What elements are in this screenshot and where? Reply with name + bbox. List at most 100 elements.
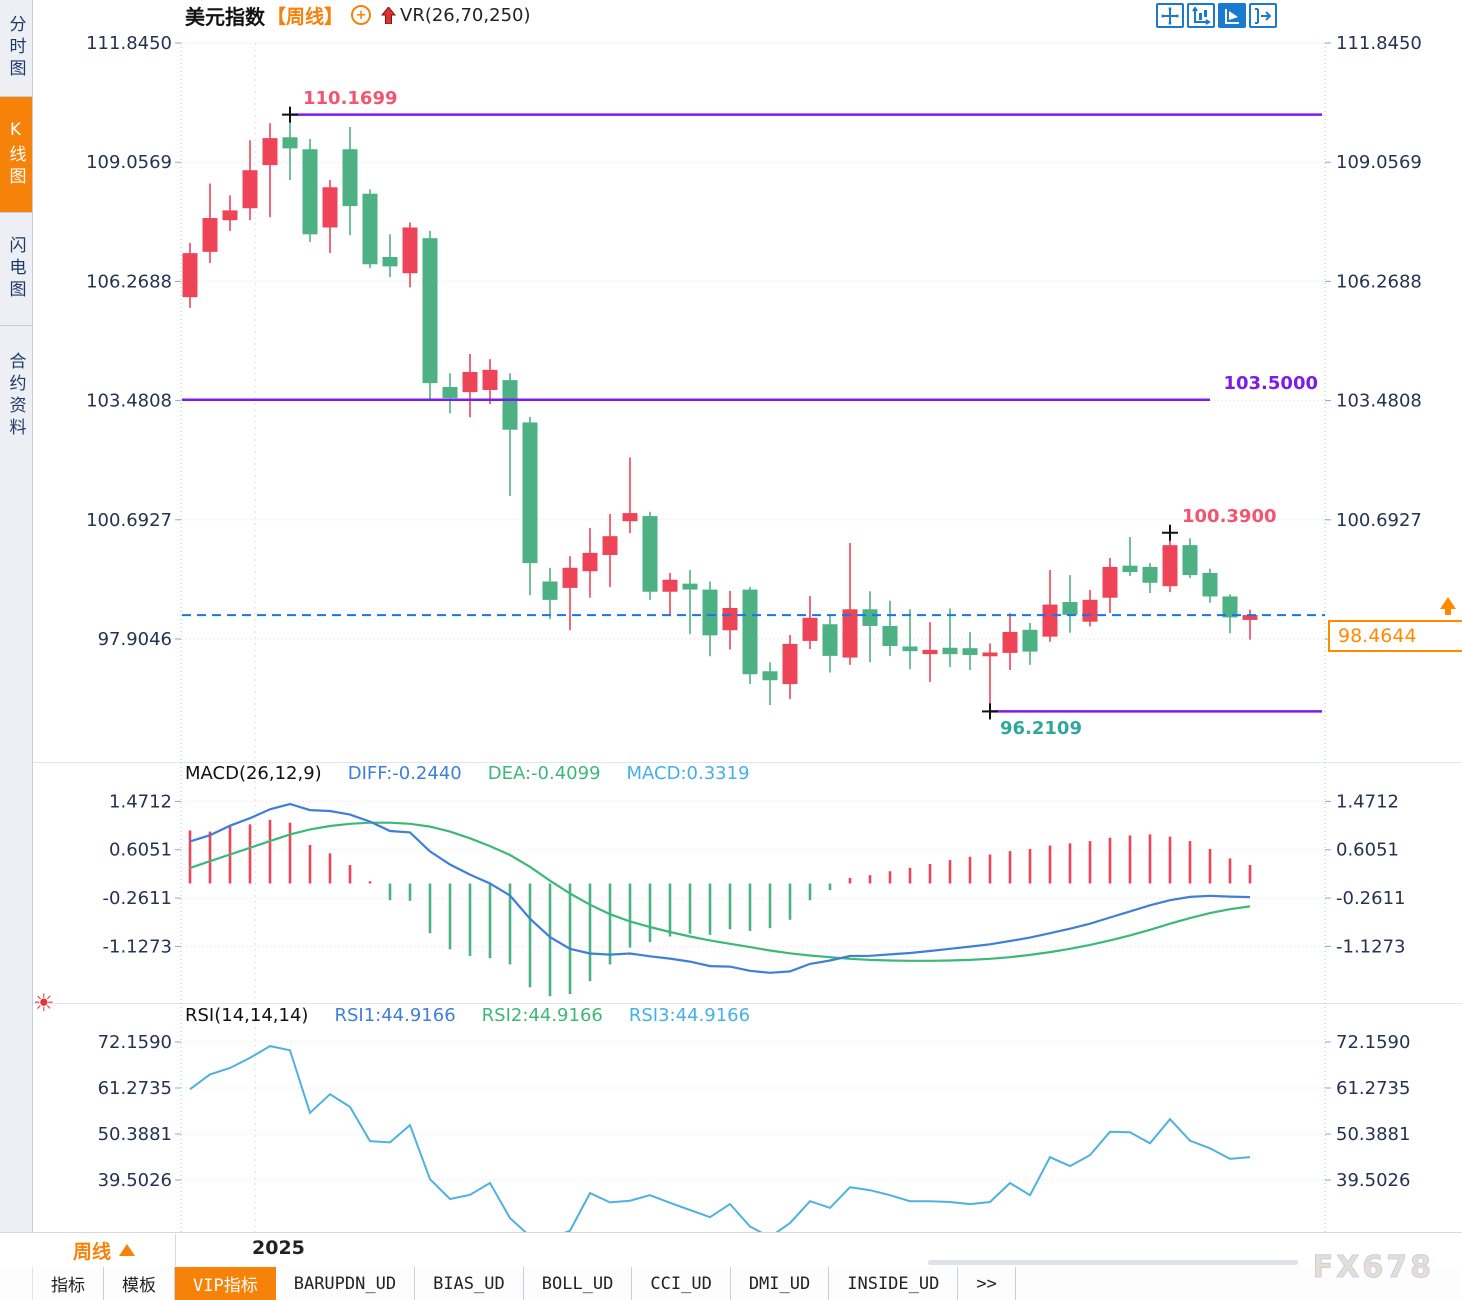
sidebar-item-kline[interactable]: K线图 xyxy=(0,97,32,213)
sidebar-spacer xyxy=(0,466,32,1232)
tab-boll-ud[interactable]: BOLL_UD xyxy=(524,1267,633,1300)
symbol-name: 美元指数 xyxy=(185,4,265,29)
y-axis-label: 111.8450 xyxy=(86,33,172,54)
swing-high-label: 100.3900 xyxy=(1182,506,1277,527)
time-axis-row: 周线 2025 xyxy=(0,1232,1462,1269)
support-line-label: 96.2109 xyxy=(1000,718,1082,739)
candle-body xyxy=(782,643,798,685)
tab-more[interactable]: >> xyxy=(958,1267,1016,1300)
candle-body xyxy=(402,227,418,274)
sidebar-item-lightning[interactable]: 闪电图 xyxy=(0,213,32,326)
candle-body xyxy=(822,624,838,656)
tab-indicators[interactable]: 指标 xyxy=(33,1267,104,1300)
cross-marker xyxy=(982,703,998,720)
candle-body xyxy=(222,210,238,221)
y-axis-label: 97.9046 xyxy=(98,629,172,650)
tab-cci-ud[interactable]: CCI_UD xyxy=(632,1267,731,1300)
y-axis-label: 50.3881 xyxy=(1336,1124,1410,1145)
rsi-line xyxy=(189,1045,1251,1240)
y-axis-label: 39.5026 xyxy=(98,1170,172,1191)
macd-hist-value: MACD:0.3319 xyxy=(626,763,750,784)
crosshair-tool-button[interactable] xyxy=(1156,3,1184,28)
y-axis-label: 72.1590 xyxy=(98,1032,172,1053)
current-price-flag: 98.4644 xyxy=(1328,620,1462,652)
candle-body xyxy=(1202,572,1218,597)
candle-body xyxy=(1222,596,1238,618)
candle-body xyxy=(562,567,578,588)
tab-barupdn-ud[interactable]: BARUPDN_UD xyxy=(276,1267,416,1300)
chart-toolbar xyxy=(1156,3,1277,28)
indicator-settings-sun-icon[interactable]: ☀ xyxy=(33,989,55,1017)
y-axis-label: -0.2611 xyxy=(103,888,172,909)
y-axis-label: 106.2688 xyxy=(86,271,172,292)
candle-body xyxy=(962,648,978,656)
candle-body xyxy=(362,193,378,265)
tab-inside-ud[interactable]: INSIDE_UD xyxy=(829,1267,959,1300)
macd-dea-value: DEA:-0.4099 xyxy=(487,763,601,784)
watermark: FX678 xyxy=(1312,1250,1434,1286)
mid-line-label: 103.5000 xyxy=(1223,373,1318,394)
cross-marker xyxy=(1162,524,1178,541)
candle-body xyxy=(242,170,258,209)
candle-body xyxy=(1142,566,1158,583)
cross-marker xyxy=(282,106,298,123)
y-axis-label: 1.4712 xyxy=(109,791,172,812)
tab-vip-indicators[interactable]: VIP指标 xyxy=(175,1267,276,1300)
y-axis-label: -1.1273 xyxy=(103,936,172,957)
macd-title: MACD(26,12,9) xyxy=(185,763,322,784)
y-axis-label: 61.2735 xyxy=(1336,1078,1410,1099)
y-axis-label: -0.2611 xyxy=(1336,888,1405,909)
candle-body xyxy=(662,579,678,592)
y-axis-label: 100.6927 xyxy=(86,510,172,531)
candle-body xyxy=(862,609,878,626)
chart-title: 美元指数 【周线】 + VR(26,70,250) xyxy=(185,1,531,30)
price-up-arrow-icon xyxy=(1440,597,1456,615)
candle-body xyxy=(322,187,338,228)
rsi-title: RSI(14,14,14) xyxy=(185,1005,309,1026)
sidebar: 分时图 K线图 闪电图 合约资料 xyxy=(0,0,33,1232)
candle-body xyxy=(802,617,818,641)
period-selector[interactable]: 周线 xyxy=(33,1234,176,1266)
candle-body xyxy=(762,671,778,681)
horizontal-scrollbar[interactable] xyxy=(928,1260,1298,1265)
candle-body xyxy=(882,625,898,647)
candle-body xyxy=(182,253,198,298)
pointer-tool-button[interactable] xyxy=(1218,3,1246,28)
tab-bias-ud[interactable]: BIAS_UD xyxy=(415,1267,524,1300)
plus-circle-icon[interactable]: + xyxy=(351,5,372,25)
y-axis-label: 72.1590 xyxy=(1336,1032,1410,1053)
y-axis-label: 0.6051 xyxy=(1336,840,1399,861)
candle-body xyxy=(282,137,298,149)
y-axis-label: 1.4712 xyxy=(1336,791,1399,812)
candle-body xyxy=(622,513,638,522)
candle-body xyxy=(1162,545,1178,587)
candle-body xyxy=(1022,629,1038,652)
candle-body xyxy=(1082,599,1098,622)
candle-body xyxy=(1242,615,1258,620)
candle-body xyxy=(702,589,718,636)
tab-dmi-ud[interactable]: DMI_UD xyxy=(731,1267,830,1300)
y-axis-label: 39.5026 xyxy=(1336,1170,1410,1191)
y-axis-label: 61.2735 xyxy=(98,1078,172,1099)
sidebar-item-timeshare[interactable]: 分时图 xyxy=(0,0,32,97)
y-axis-label: 106.2688 xyxy=(1336,271,1422,292)
candle-body xyxy=(1002,631,1018,653)
candle-body xyxy=(502,380,518,430)
tabbar-corner xyxy=(0,1267,33,1300)
up-arrow-icon xyxy=(381,6,397,24)
candle-body xyxy=(1062,602,1078,615)
axis-zoom-tool-button[interactable] xyxy=(1187,3,1215,28)
sidebar-item-contract-info[interactable]: 合约资料 xyxy=(5,352,26,440)
y-axis-label: 0.6051 xyxy=(109,840,172,861)
candle-body xyxy=(1122,565,1138,573)
rsi3-value: RSI3:44.9166 xyxy=(628,1005,751,1026)
collapse-right-panel-button[interactable] xyxy=(1249,3,1277,28)
period-tag: 【周线】 xyxy=(267,5,344,28)
overlay-indicator-label: VR(26,70,250) xyxy=(400,4,531,26)
candle-body xyxy=(342,149,358,207)
bottom-tab-bar: 指标 模板 VIP指标 BARUPDN_UD BIAS_UD BOLL_UD C… xyxy=(0,1267,1462,1300)
candle-body xyxy=(1042,604,1058,637)
tab-templates[interactable]: 模板 xyxy=(104,1267,175,1300)
title-bar: 美元指数 【周线】 + VR(26,70,250) xyxy=(36,0,1462,30)
